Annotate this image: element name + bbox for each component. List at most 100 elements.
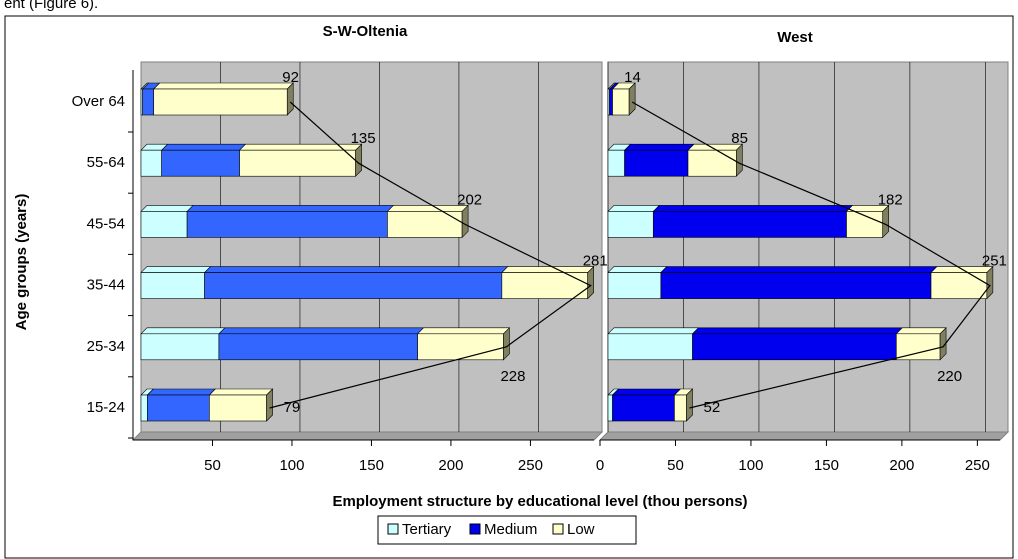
bar-segment <box>660 272 932 299</box>
bar-end <box>503 327 510 361</box>
back-wall <box>140 61 603 433</box>
bar-end <box>286 82 294 116</box>
bar-top <box>140 205 194 212</box>
bar-segment <box>209 394 267 422</box>
bar-segment <box>142 88 155 116</box>
bar-top <box>386 205 469 212</box>
bar-segment <box>140 394 148 422</box>
bar-segment <box>674 394 687 422</box>
total-line <box>269 101 592 409</box>
total-label: 79 <box>284 399 301 416</box>
bar-segment <box>140 272 205 299</box>
bar-segment <box>607 394 613 422</box>
x-tick-label: 150 <box>814 457 839 474</box>
total-label: 135 <box>351 130 376 147</box>
bar-segment <box>387 211 463 238</box>
panel-title: S-W-Oltenia <box>323 23 408 40</box>
bar-segment <box>140 333 220 361</box>
bar-segment <box>218 333 418 361</box>
y-axis-label: Age groups (years) <box>13 194 30 331</box>
bar-segment <box>140 211 188 238</box>
bar-top <box>652 205 854 212</box>
bar-segment <box>652 211 847 238</box>
bar-top <box>218 327 425 335</box>
x-tick-label: 250 <box>965 457 990 474</box>
y-tick-label: Over 64 <box>72 93 125 110</box>
bar-top <box>501 266 595 273</box>
bar-segment <box>687 149 737 177</box>
x-tick-label: 200 <box>438 457 463 474</box>
bar-end <box>986 265 994 300</box>
bar-segment <box>204 272 503 299</box>
bar-segment <box>501 272 588 299</box>
total-label: 228 <box>500 368 525 385</box>
bar-segment <box>896 333 941 361</box>
bar-end <box>628 82 636 116</box>
bar-top <box>607 327 700 335</box>
bar-end <box>355 143 362 177</box>
bar-end <box>266 388 273 422</box>
bar-segment <box>607 272 662 299</box>
bar-top <box>623 143 695 151</box>
bar-top <box>203 266 509 273</box>
total-label: 92 <box>282 69 299 86</box>
total-label: 251 <box>982 253 1007 270</box>
x-tick-label: 100 <box>738 457 763 474</box>
bar-end <box>686 388 693 422</box>
y-tick-label: 25-34 <box>87 338 125 355</box>
y-tick-label: 55-64 <box>87 154 125 171</box>
bar-segment <box>239 149 356 177</box>
bar-end <box>587 265 594 300</box>
bar-segment <box>612 88 630 116</box>
legend-swatch <box>387 523 399 535</box>
legend-label: Tertiary <box>402 521 452 538</box>
bar-segment <box>624 149 689 177</box>
x-tick-label: 250 <box>518 457 543 474</box>
y-tick-label: 15-24 <box>87 399 125 416</box>
bar-top <box>607 205 661 212</box>
legend-label: Medium <box>484 521 537 538</box>
legend <box>377 515 637 545</box>
x-tick-label: 150 <box>359 457 384 474</box>
legend-swatch <box>552 523 564 535</box>
bar-segment <box>417 333 504 361</box>
total-label: 182 <box>878 191 903 208</box>
bar-top <box>160 143 247 151</box>
bar-top <box>895 327 947 335</box>
y-tick-label: 45-54 <box>87 215 125 232</box>
bar-segment <box>147 394 210 422</box>
total-label: 220 <box>937 368 962 385</box>
bar-end <box>882 204 890 239</box>
bar-top <box>208 388 274 396</box>
bar-end <box>461 204 469 239</box>
bar-segment <box>140 149 162 177</box>
bar-segment <box>153 88 288 116</box>
bar-top <box>611 388 682 396</box>
bar-segment <box>609 88 613 116</box>
total-label: 85 <box>731 130 748 147</box>
bar-end <box>939 327 947 361</box>
x-tick-label: 100 <box>279 457 304 474</box>
bar-top <box>140 266 212 273</box>
caption-fragment: ent (Figure 6). <box>4 0 98 12</box>
panel-title: West <box>777 29 813 46</box>
x-tick-label: 200 <box>889 457 914 474</box>
floor <box>598 431 1010 441</box>
bar-segment <box>161 149 240 177</box>
bar-top <box>152 82 294 90</box>
bar-segment <box>692 333 897 361</box>
bar-top <box>691 327 904 335</box>
bar-top <box>146 388 217 396</box>
bar-top <box>416 327 511 335</box>
bar-segment <box>930 272 988 299</box>
bar-segment <box>612 394 675 422</box>
bar-top <box>660 266 938 273</box>
bar-segment <box>607 333 693 361</box>
bar-top <box>140 327 226 335</box>
x-axis-label: Employment structure by educational leve… <box>332 493 747 510</box>
total-line <box>631 101 991 409</box>
total-label: 202 <box>457 191 482 208</box>
x-tick-label: 0 <box>596 457 604 474</box>
bar-segment <box>607 211 654 238</box>
